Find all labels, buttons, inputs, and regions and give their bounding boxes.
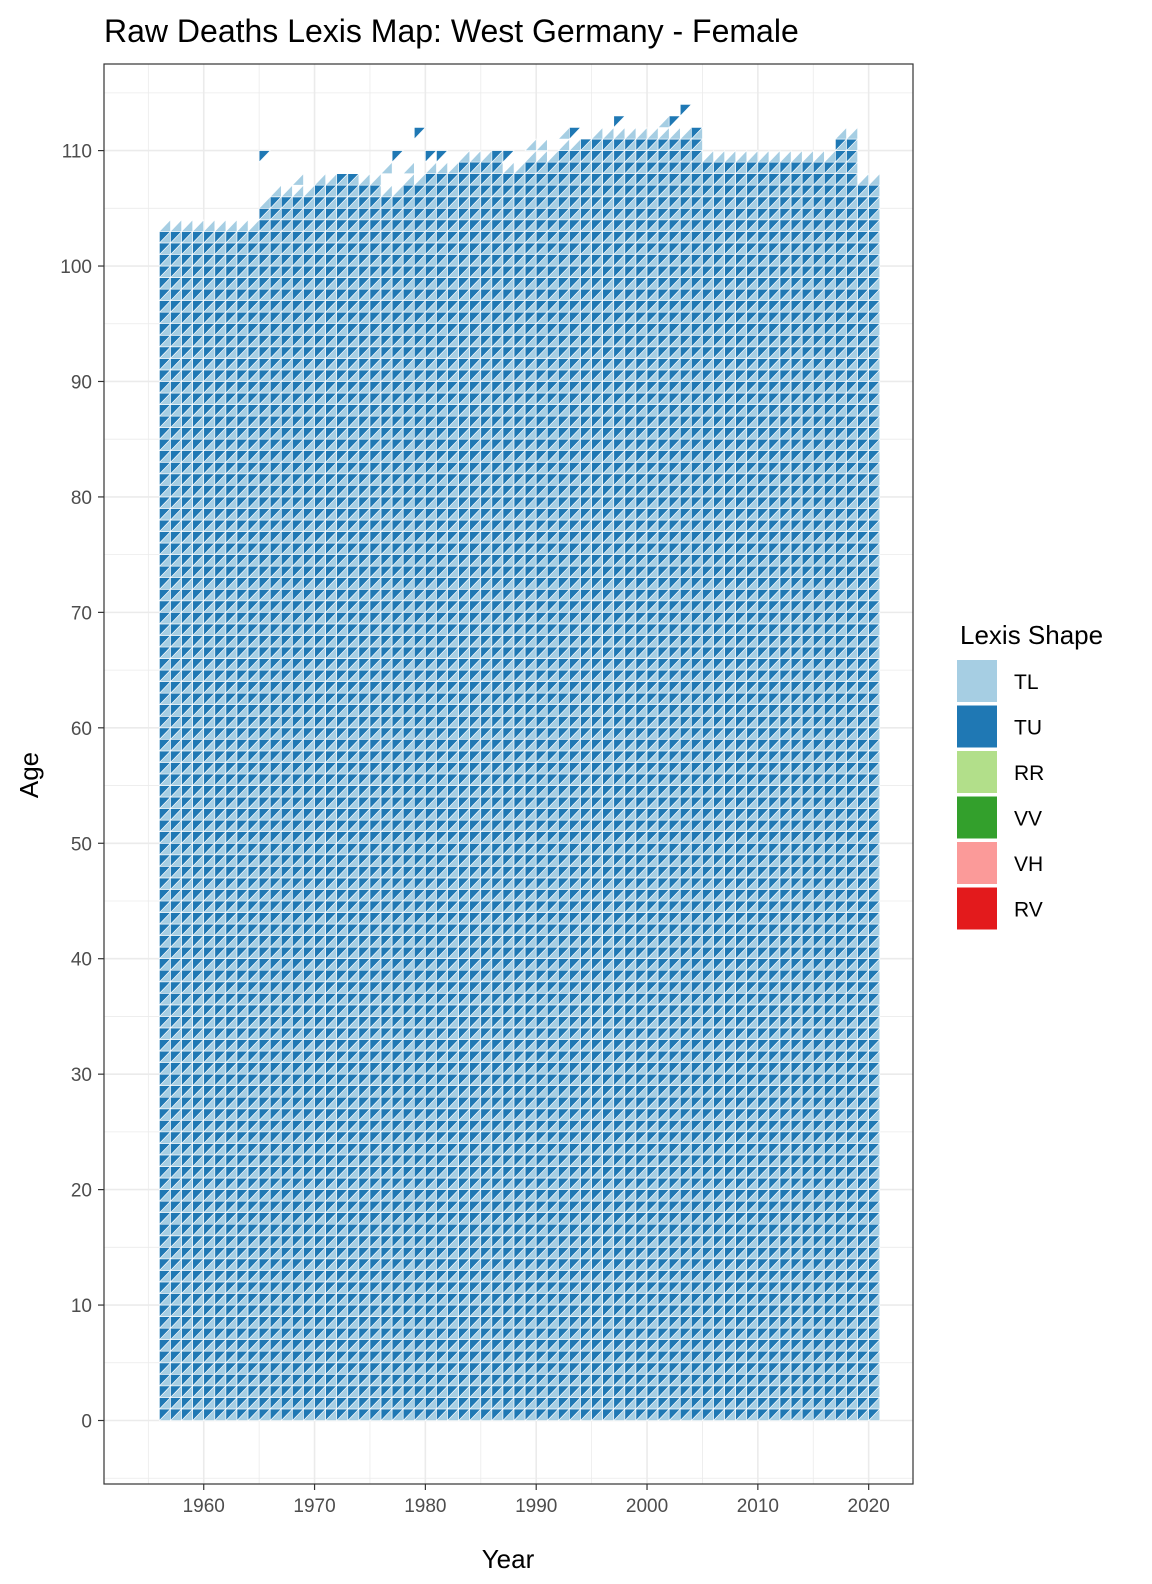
lexis-cell-tl [169,219,182,232]
lexis-cell-tl [158,219,171,232]
lexis-cells [158,104,881,1422]
chart-title: Raw Deaths Lexis Map: West Germany - Fem… [104,13,799,49]
